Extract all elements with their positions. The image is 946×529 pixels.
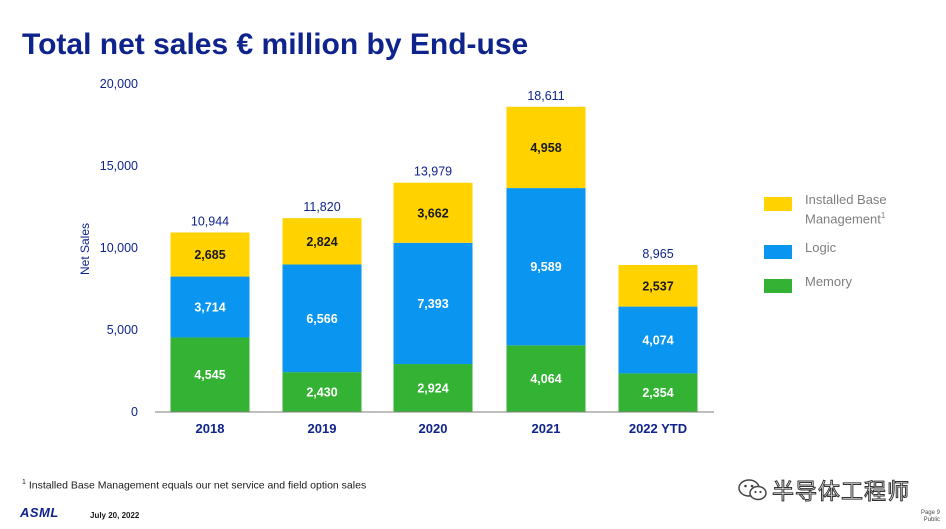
total-label: 8,965 [642, 247, 673, 261]
bar-segment-logic [506, 188, 586, 346]
legend-label-logic: Logic [805, 240, 837, 255]
x-tick-label: 2021 [532, 421, 561, 436]
watermark: 半导体工程师 [738, 474, 910, 506]
bars: 4,545 3,714 2,685 10,944 2,430 6,566 2,824 11,8… [170, 89, 698, 412]
data-label-installed-base: 2,824 [306, 235, 337, 249]
watermark-text: 半导体工程师 [771, 479, 911, 505]
bar-segment-installed-base [170, 232, 250, 277]
stacked-bar-chart: 0 5,000 10,000 15,000 20,000 Net Sales 4,545… [78, 77, 714, 436]
y-tick-label: 0 [131, 405, 138, 419]
legend-label-memory: Memory [805, 274, 852, 289]
bar-segment-logic [170, 276, 250, 338]
legend-swatch-installed-base [764, 197, 792, 211]
footer-date: July 20, 2022 [90, 511, 140, 520]
legend-item-logic: Logic [764, 240, 925, 259]
total-label: 18,611 [527, 89, 564, 103]
data-label-logic: 9,589 [530, 260, 561, 274]
bar-segment-logic [393, 242, 473, 365]
data-label-installed-base: 4,958 [530, 141, 561, 155]
data-label-logic: 7,393 [417, 297, 448, 311]
data-label-memory: 2,924 [417, 382, 448, 396]
bar-segment-installed-base [393, 182, 473, 243]
bar-segment-installed-base [506, 106, 586, 189]
bar-segment-logic [618, 306, 698, 374]
classification-label: Public [923, 517, 940, 523]
data-label-installed-base: 2,685 [194, 248, 225, 262]
legend-item-installed-base: Installed Base Management1 [764, 192, 925, 227]
data-label-installed-base: 2,537 [642, 279, 673, 293]
total-label: 10,944 [191, 215, 229, 229]
bar-segment-installed-base [618, 264, 698, 307]
wechat-icon [738, 479, 767, 501]
y-axis-label: Net Sales [78, 223, 92, 275]
bar-segment-memory [170, 337, 250, 412]
legend-swatch-logic [764, 245, 792, 259]
bar-segment-logic [282, 264, 362, 373]
x-tick-label: 2020 [419, 421, 448, 436]
y-tick-label: 10,000 [100, 241, 138, 255]
legend-item-memory: Memory [764, 274, 925, 293]
data-label-memory: 2,430 [306, 386, 337, 400]
data-label-memory: 4,064 [530, 372, 561, 386]
bar-segment-memory [282, 372, 362, 412]
x-tick-label: 2019 [308, 421, 337, 436]
data-label-logic: 6,566 [306, 312, 337, 326]
bar-segment-memory [393, 364, 473, 412]
asml-logo: ASML [20, 505, 59, 520]
x-axis: 2018 2019 2020 2021 2022 YTD [196, 421, 688, 436]
page-title: Total net sales € million by End-use [22, 28, 529, 61]
data-label-logic: 3,714 [194, 301, 225, 315]
total-label: 11,820 [303, 200, 340, 214]
bar-segment-installed-base [282, 218, 362, 265]
page-info: Page 9 Public [921, 510, 940, 524]
page-number: Page 9 [920, 510, 940, 516]
bar-segment-memory [506, 345, 586, 412]
legend-swatch-memory [764, 279, 792, 293]
total-label: 13,979 [414, 165, 452, 179]
y-tick-label: 5,000 [107, 323, 138, 337]
data-label-memory: 4,545 [194, 368, 225, 382]
y-axis: 0 5,000 10,000 15,000 20,000 [100, 77, 138, 419]
y-tick-label: 15,000 [100, 159, 138, 173]
data-label-memory: 2,354 [642, 386, 673, 400]
data-label-logic: 4,074 [642, 333, 673, 347]
x-tick-label: 2018 [196, 421, 225, 436]
data-label-installed-base: 3,662 [417, 206, 448, 220]
footnote: 1 Installed Base Management equals our n… [22, 479, 367, 492]
bar-segment-memory [618, 373, 698, 412]
x-tick-label: 2022 YTD [629, 421, 687, 436]
legend-label-installed-base: Installed Base Management1 [805, 192, 887, 227]
y-tick-label: 20,000 [100, 77, 138, 91]
